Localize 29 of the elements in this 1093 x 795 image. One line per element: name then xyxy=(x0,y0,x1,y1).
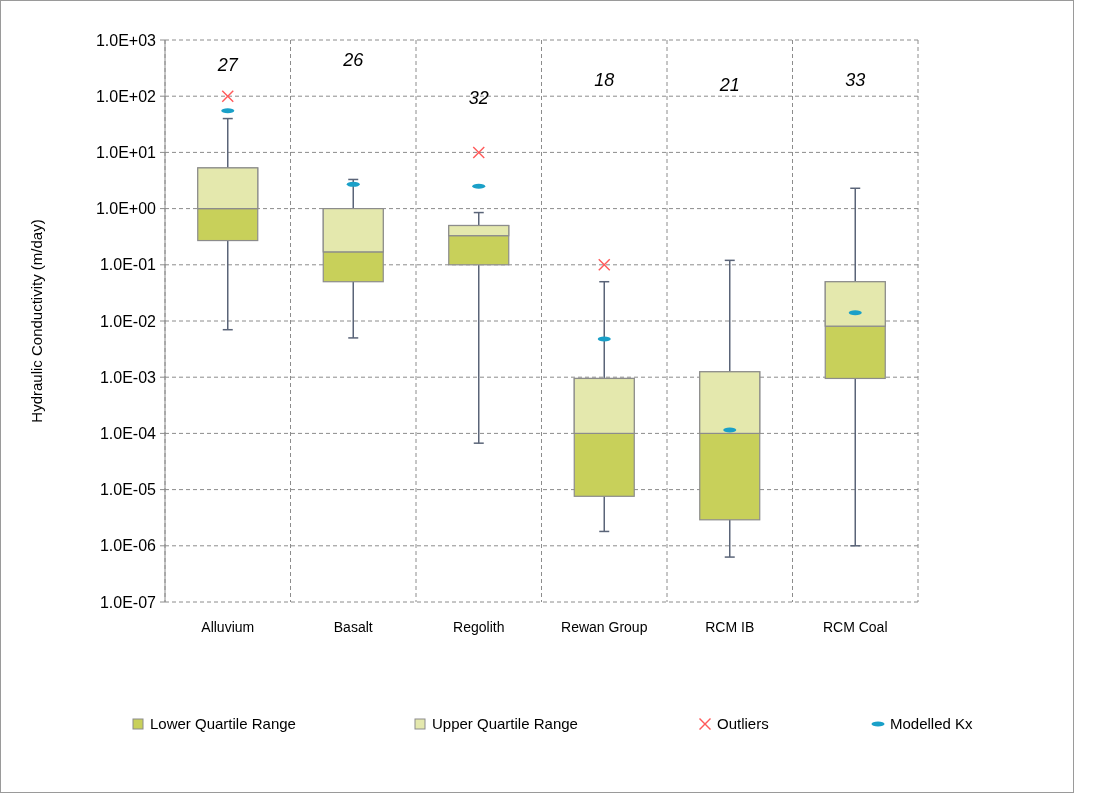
legend-label: Upper Quartile Range xyxy=(432,715,578,733)
y-tick-label: 1.0E+02 xyxy=(95,87,157,105)
legend-label: Modelled Kx xyxy=(890,715,974,733)
annotation: 18 xyxy=(594,70,615,91)
x-tick-label: Basalt xyxy=(333,619,373,635)
y-tick-label: 1.0E-03 xyxy=(99,368,157,386)
y-tick-label: 1.0E-01 xyxy=(99,256,157,274)
x-tick-label: RCM IB xyxy=(705,619,755,635)
point xyxy=(221,90,234,103)
y-tick-label: 1.0E+03 xyxy=(95,31,157,49)
y-tick-label: 1.0E-07 xyxy=(99,593,157,611)
legend-label: Lower Quartile Range xyxy=(150,715,296,733)
legend-label: Outliers xyxy=(717,715,769,733)
y-tick-label: 1.0E-06 xyxy=(99,537,157,555)
annotation: 33 xyxy=(845,70,866,91)
y-tick-label: 1.0E+01 xyxy=(95,144,157,161)
y-tick-label: 1.0E+00 xyxy=(95,200,157,218)
x-tick-label: Alluvium xyxy=(201,619,255,635)
x-tick-label: RCM Coal xyxy=(822,619,888,635)
annotation: 32 xyxy=(468,88,489,109)
annotation: 26 xyxy=(342,50,365,71)
annotation: 27 xyxy=(216,55,239,76)
y-tick-label: 1.0E-02 xyxy=(99,312,157,330)
x-tick-label: Rewan Group xyxy=(561,619,648,635)
annotation: 21 xyxy=(718,75,740,96)
y-axis-title: Hydraulic Conductivity (m/day) xyxy=(28,219,45,423)
y-tick-label: 1.0E-05 xyxy=(99,481,157,499)
y-tick-label: 1.0E-04 xyxy=(99,425,157,442)
x-tick-label: Regolith xyxy=(453,619,505,635)
